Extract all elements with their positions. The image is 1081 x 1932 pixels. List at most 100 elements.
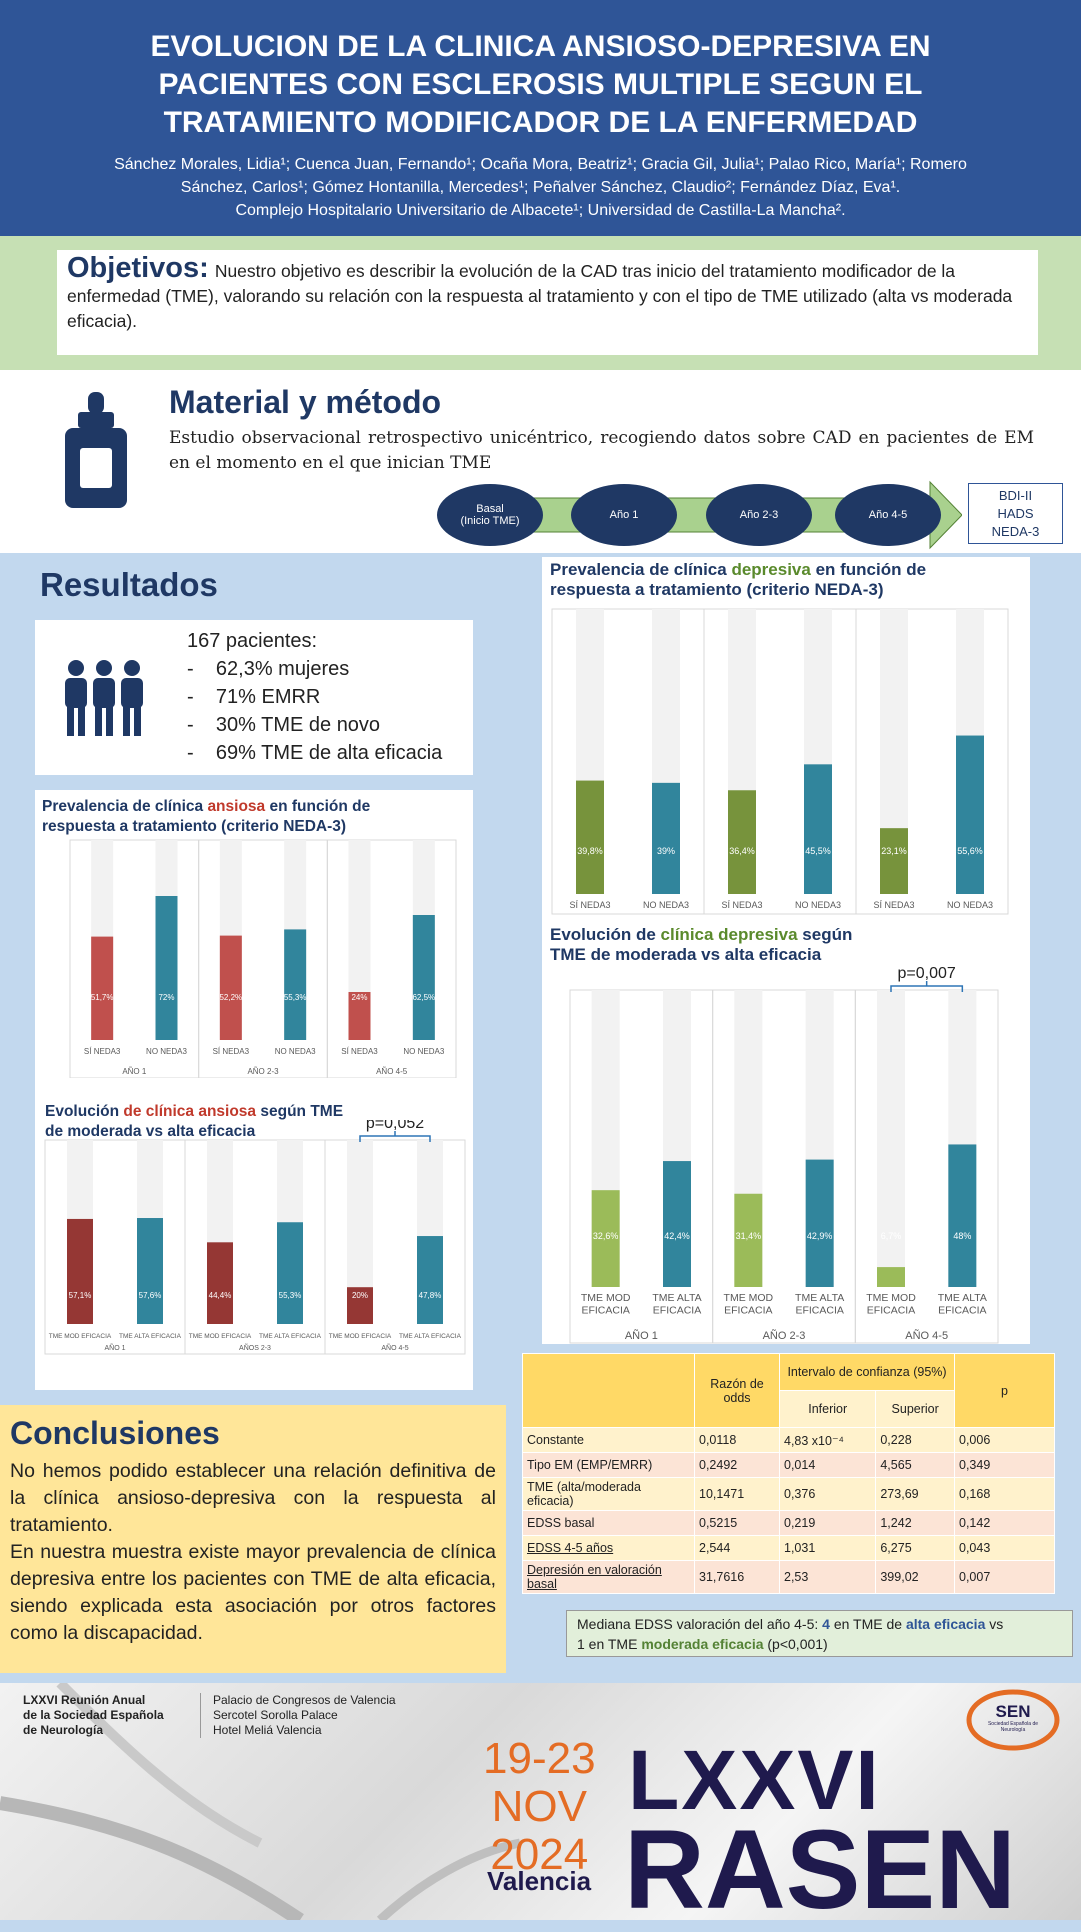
event-name: RASEN — [624, 1807, 1017, 1932]
tick-label: NO NEDA3 — [275, 1047, 316, 1056]
patients-box: 167 pacientes: - 62,3% mujeres - 71% EMR… — [35, 620, 473, 775]
timeline-step-basal: Basal (Inicio TME) — [437, 484, 543, 546]
table-cell: 0,168 — [954, 1477, 1055, 1511]
patients-item: - 62,3% mujeres — [187, 658, 350, 680]
tick-label: TME ALTA EFICACIA — [652, 1292, 701, 1317]
conclusions-box: Conclusiones No hemos podido establecer … — [0, 1405, 506, 1673]
society-name: LXXVI Reunión Anual de la Sociedad Españ… — [23, 1693, 164, 1737]
data-label: 39% — [657, 846, 675, 856]
table-row: EDSS basal 0,5215 0,219 1,242 0,142 — [522, 1510, 1055, 1536]
group-label: AÑO 1 — [122, 1067, 147, 1076]
table-row: Depresión en valoración basal 31,7616 2,53… — [522, 1560, 1055, 1594]
chart-anxiety-neda: 51,7% SÍ NEDA3 72% NO NEDA3 52,2% SÍ NEDA3 55,… — [69, 839, 457, 1078]
table-header-superior: Superior — [875, 1390, 955, 1428]
bar-track — [877, 990, 905, 1287]
bar — [277, 1222, 303, 1324]
bar — [948, 1144, 977, 1287]
table-row: EDSS 4-5 años 2,544 1,031 6,275 0,043 — [522, 1535, 1055, 1561]
group-label: AÑOS 2-3 — [239, 1343, 271, 1352]
table-cell: 1,031 — [778, 1535, 877, 1561]
table-row-label: Constante — [522, 1427, 695, 1453]
chart-depression-neda: 39,8% SÍ NEDA3 39% NO NEDA3 36,4% SÍ NEDA3 45,… — [551, 608, 1009, 915]
authors-affiliations: Sánchez Morales, Lidia¹; Cuenca Juan, Fe… — [114, 156, 967, 219]
chart-depression-tme: 32,6% TME MOD EFICACIA 42,4% TME ALTA EFICACI… — [569, 965, 999, 1344]
table-row: TME (alta/moderada eficacia) 10,1471 0,376… — [522, 1477, 1055, 1511]
table-cell: 2,53 — [778, 1560, 877, 1594]
objectives-box: Objetivos: Nuestro objetivo es describir … — [57, 250, 1038, 355]
bar — [576, 780, 604, 894]
data-label: 42,4% — [664, 1231, 690, 1241]
bottle-icon — [65, 392, 127, 508]
data-label: 48% — [953, 1231, 971, 1241]
sen-logo-text: SEN — [995, 1702, 1031, 1721]
table-cell: 4,565 — [875, 1452, 955, 1478]
patients-item: - 30% TME de novo — [187, 714, 381, 736]
tick-label: TME MOD EFICACIA — [866, 1292, 916, 1317]
p-value-annotation: p=0,007 — [898, 965, 956, 982]
bar — [347, 1287, 373, 1324]
conclusions-paragraph: No hemos podido establecer una relación … — [10, 1460, 496, 1536]
bar — [877, 1267, 905, 1287]
group-frame — [569, 989, 714, 1344]
chart4-title: Evolución de clínica depresiva según TME… — [550, 925, 853, 964]
table-cell: 0,006 — [954, 1427, 1055, 1453]
group-label: AÑO 2-3 — [247, 1067, 279, 1076]
group-label: AÑO 1 — [104, 1343, 125, 1352]
tick-label: SÍ NEDA3 — [341, 1047, 378, 1056]
depression-charts-panel: Prevalencia de clínica depresiva en func… — [542, 557, 1030, 1344]
bar — [805, 1159, 834, 1287]
table-cell: 0,219 — [778, 1510, 877, 1536]
data-label: 44,4% — [209, 1291, 232, 1300]
table-header-odds: Razón de odds — [694, 1353, 780, 1428]
table-cell: 31,7616 — [694, 1560, 780, 1594]
bar — [591, 1190, 620, 1287]
bar — [155, 896, 178, 1040]
timeline-step-year1: Año 1 — [571, 484, 677, 546]
bar — [417, 1236, 443, 1324]
table-cell: 0,2492 — [694, 1452, 780, 1478]
data-label: 47,8% — [419, 1291, 442, 1300]
chart2-title: Evolución de clínica ansiosa según TME d… — [45, 1103, 344, 1140]
tick-label: TME MOD EFICACIA — [724, 1292, 774, 1317]
patients-list: 167 pacientes: - 62,3% mujeres - 71% EMR… — [187, 627, 442, 767]
group-label: AÑO 4-5 — [381, 1343, 408, 1352]
timeline-step-year2-3: Año 2-3 — [706, 484, 812, 546]
brain-logo-icon — [966, 1689, 1060, 1751]
conclusions-heading: Conclusiones — [10, 1415, 220, 1451]
tick-label: TME ALTA EFICACIA — [119, 1333, 182, 1340]
bar — [67, 1218, 93, 1324]
chart1-title: Prevalencia de clínica ansiosa en funció… — [42, 798, 371, 835]
table-row-label: EDSS 4-5 años — [522, 1535, 695, 1561]
results-heading: Resultados — [40, 566, 218, 603]
data-label: 24% — [351, 993, 367, 1002]
tick-label: SÍ NEDA3 — [873, 900, 914, 910]
bar — [219, 935, 242, 1040]
table-cell: 273,69 — [875, 1477, 955, 1511]
tick-label: TME ALTA EFICACIA — [795, 1292, 844, 1317]
table-header-p: p — [954, 1353, 1055, 1428]
tick-label: TME ALTA EFICACIA — [259, 1333, 322, 1340]
group-frame — [551, 608, 705, 915]
data-label: 57,1% — [69, 1291, 92, 1300]
people-icon — [65, 660, 143, 736]
table-cell: 6,275 — [875, 1535, 955, 1561]
bar — [956, 735, 984, 894]
table-cell: 10,1471 — [694, 1477, 780, 1511]
chart-anxiety-tme: 57,1% TME MOD EFICACIA 57,6% TME ALTA EFICA… — [44, 1120, 466, 1355]
timeline-step-year4-5: Año 4-5 — [835, 484, 941, 546]
bar — [348, 992, 371, 1040]
header-banner: EVOLUCION DE LA CLINICA ANSIOSO-DEPRESIV… — [0, 0, 1081, 236]
table-row: Tipo EM (EMP/EMRR) 0,2492 0,014 4,565 0,349 — [522, 1452, 1055, 1478]
patients-item: - 71% EMRR — [187, 686, 321, 708]
data-label: 57,6% — [139, 1291, 162, 1300]
regression-table: Razón de odds Intervalo de confianza (95… — [522, 1353, 1055, 1594]
tick-label: TME MOD EFICACIA — [49, 1333, 112, 1340]
table-cell: 0,142 — [954, 1510, 1055, 1536]
table-header-inferior: Inferior — [778, 1390, 877, 1428]
table-cell: 0,349 — [954, 1452, 1055, 1478]
data-label: 52,2% — [219, 993, 242, 1002]
data-label: 51,7% — [91, 993, 114, 1002]
bar — [412, 915, 435, 1040]
bar — [137, 1218, 163, 1324]
group-label: AÑO 2-3 — [763, 1329, 806, 1342]
